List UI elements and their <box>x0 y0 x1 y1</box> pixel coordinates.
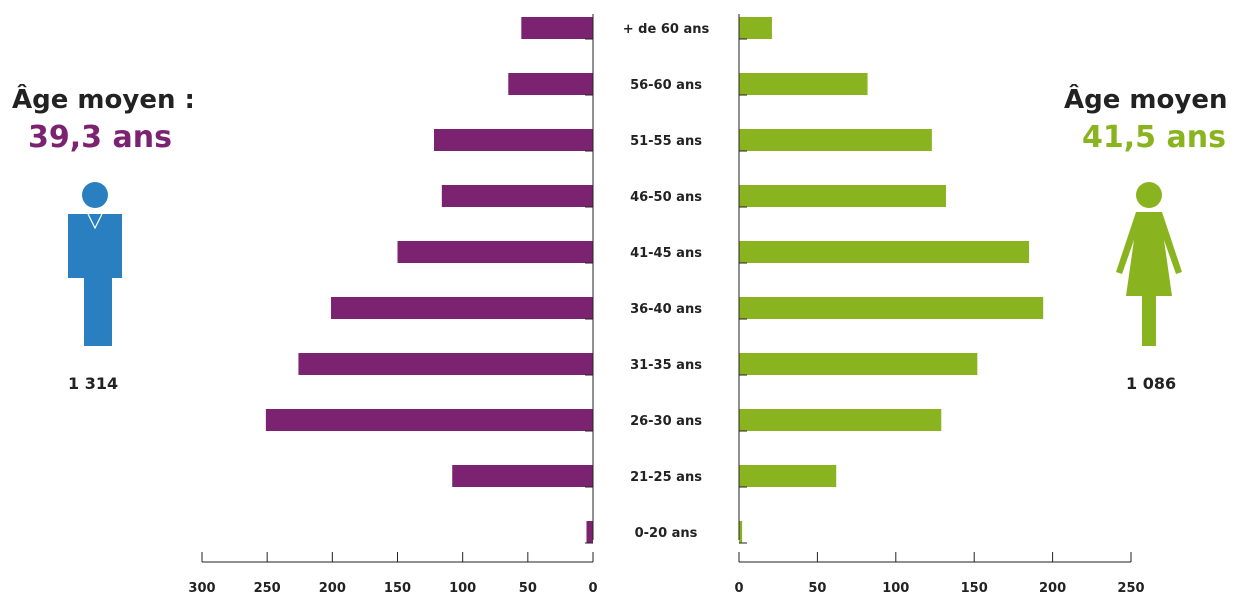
women-average-age: 41,5 ans <box>1082 120 1226 155</box>
women-average-label: Âge moyen : <box>1064 85 1236 115</box>
category-label-8: 21-25 ans <box>630 470 702 485</box>
right-axis-tick-label-3: 150 <box>961 581 988 595</box>
men-bar-5 <box>331 297 593 319</box>
women-bar-8 <box>739 465 837 487</box>
men-bar-3 <box>441 185 593 207</box>
women-bar-4 <box>739 241 1030 263</box>
left-axis-tick-label-4: 100 <box>449 581 476 595</box>
women-total: 1 086 <box>1126 374 1177 393</box>
men-bar-2 <box>433 129 593 151</box>
men-bar-0 <box>521 17 593 39</box>
category-label-2: 51-55 ans <box>630 134 702 149</box>
men-bar-7 <box>265 409 593 431</box>
category-label-4: 41-45 ans <box>630 246 702 261</box>
left-axis-tick-label-6: 0 <box>588 581 597 595</box>
men-bar-4 <box>397 241 593 263</box>
category-label-3: 46-50 ans <box>630 190 702 205</box>
women-bar-1 <box>739 73 868 95</box>
men-average-label: Âge moyen : <box>12 85 195 115</box>
right-axis-tick-label-1: 50 <box>808 581 826 595</box>
left-axis-tick-label-0: 300 <box>188 581 215 595</box>
category-label-5: 36-40 ans <box>630 302 702 317</box>
left-axis-tick-label-5: 50 <box>519 581 537 595</box>
man-icon <box>68 182 122 346</box>
right-axis-tick-label-5: 250 <box>1117 581 1144 595</box>
women-bar-7 <box>739 409 942 431</box>
women-bar-2 <box>739 129 932 151</box>
women-bar-0 <box>739 17 772 39</box>
right-axis-tick-label-4: 200 <box>1039 581 1066 595</box>
category-label-1: 56-60 ans <box>630 78 702 93</box>
woman-icon <box>1116 182 1182 346</box>
category-label-6: 31-35 ans <box>630 358 702 373</box>
men-average-age: 39,3 ans <box>28 120 172 155</box>
men-bar-1 <box>508 73 593 95</box>
women-bar-9 <box>739 521 743 543</box>
women-bar-3 <box>739 185 946 207</box>
category-label-7: 26-30 ans <box>630 414 702 429</box>
right-axis-tick-label-2: 100 <box>882 581 909 595</box>
men-bar-9 <box>586 521 593 543</box>
left-axis-tick-label-1: 250 <box>254 581 281 595</box>
men-bar-8 <box>452 465 593 487</box>
women-bar-5 <box>739 297 1044 319</box>
men-total: 1 314 <box>68 374 119 393</box>
left-axis-tick-label-2: 200 <box>319 581 346 595</box>
men-bar-6 <box>298 353 593 375</box>
category-label-9: 0-20 ans <box>635 526 698 541</box>
women-bar-6 <box>739 353 978 375</box>
category-label-0: + de 60 ans <box>623 22 710 37</box>
left-axis-tick-label-3: 150 <box>384 581 411 595</box>
right-axis-tick-label-0: 0 <box>734 581 743 595</box>
